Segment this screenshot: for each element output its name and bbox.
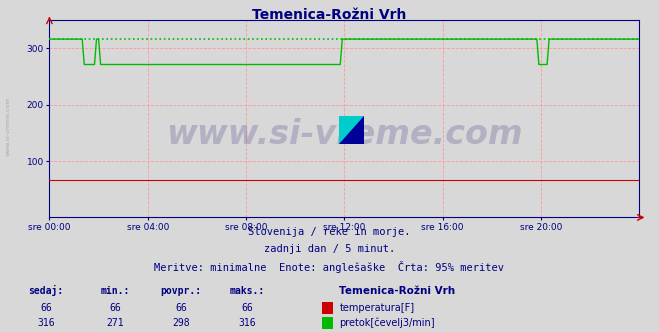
Polygon shape [339,116,364,144]
Text: 316: 316 [38,318,55,328]
Bar [339,116,352,130]
Text: zadnji dan / 5 minut.: zadnji dan / 5 minut. [264,244,395,254]
Text: sedaj:: sedaj: [28,285,64,296]
Text: min.:: min.: [101,286,130,295]
Text: 66: 66 [109,303,121,313]
Text: 298: 298 [173,318,190,328]
Text: temperatura[F]: temperatura[F] [339,303,415,313]
Text: povpr.:: povpr.: [161,286,202,295]
Text: www.si-vreme.com: www.si-vreme.com [5,96,11,156]
Text: 316: 316 [239,318,256,328]
Text: 66: 66 [241,303,253,313]
Text: www.si-vreme.com: www.si-vreme.com [166,118,523,151]
Bar [339,130,352,144]
Polygon shape [339,116,364,144]
Text: 271: 271 [107,318,124,328]
Text: 66: 66 [40,303,52,313]
Bar [352,116,364,130]
Text: Temenica-Rožni Vrh: Temenica-Rožni Vrh [339,286,455,295]
Bar [352,130,364,144]
Text: Slovenija / reke in morje.: Slovenija / reke in morje. [248,227,411,237]
Text: 66: 66 [175,303,187,313]
Text: Temenica-Rožni Vrh: Temenica-Rožni Vrh [252,8,407,22]
Text: Meritve: minimalne  Enote: anglešaške  Črta: 95% meritev: Meritve: minimalne Enote: anglešaške Črt… [154,261,505,273]
Text: pretok[čevelj3/min]: pretok[čevelj3/min] [339,317,435,328]
Text: maks.:: maks.: [229,286,265,295]
